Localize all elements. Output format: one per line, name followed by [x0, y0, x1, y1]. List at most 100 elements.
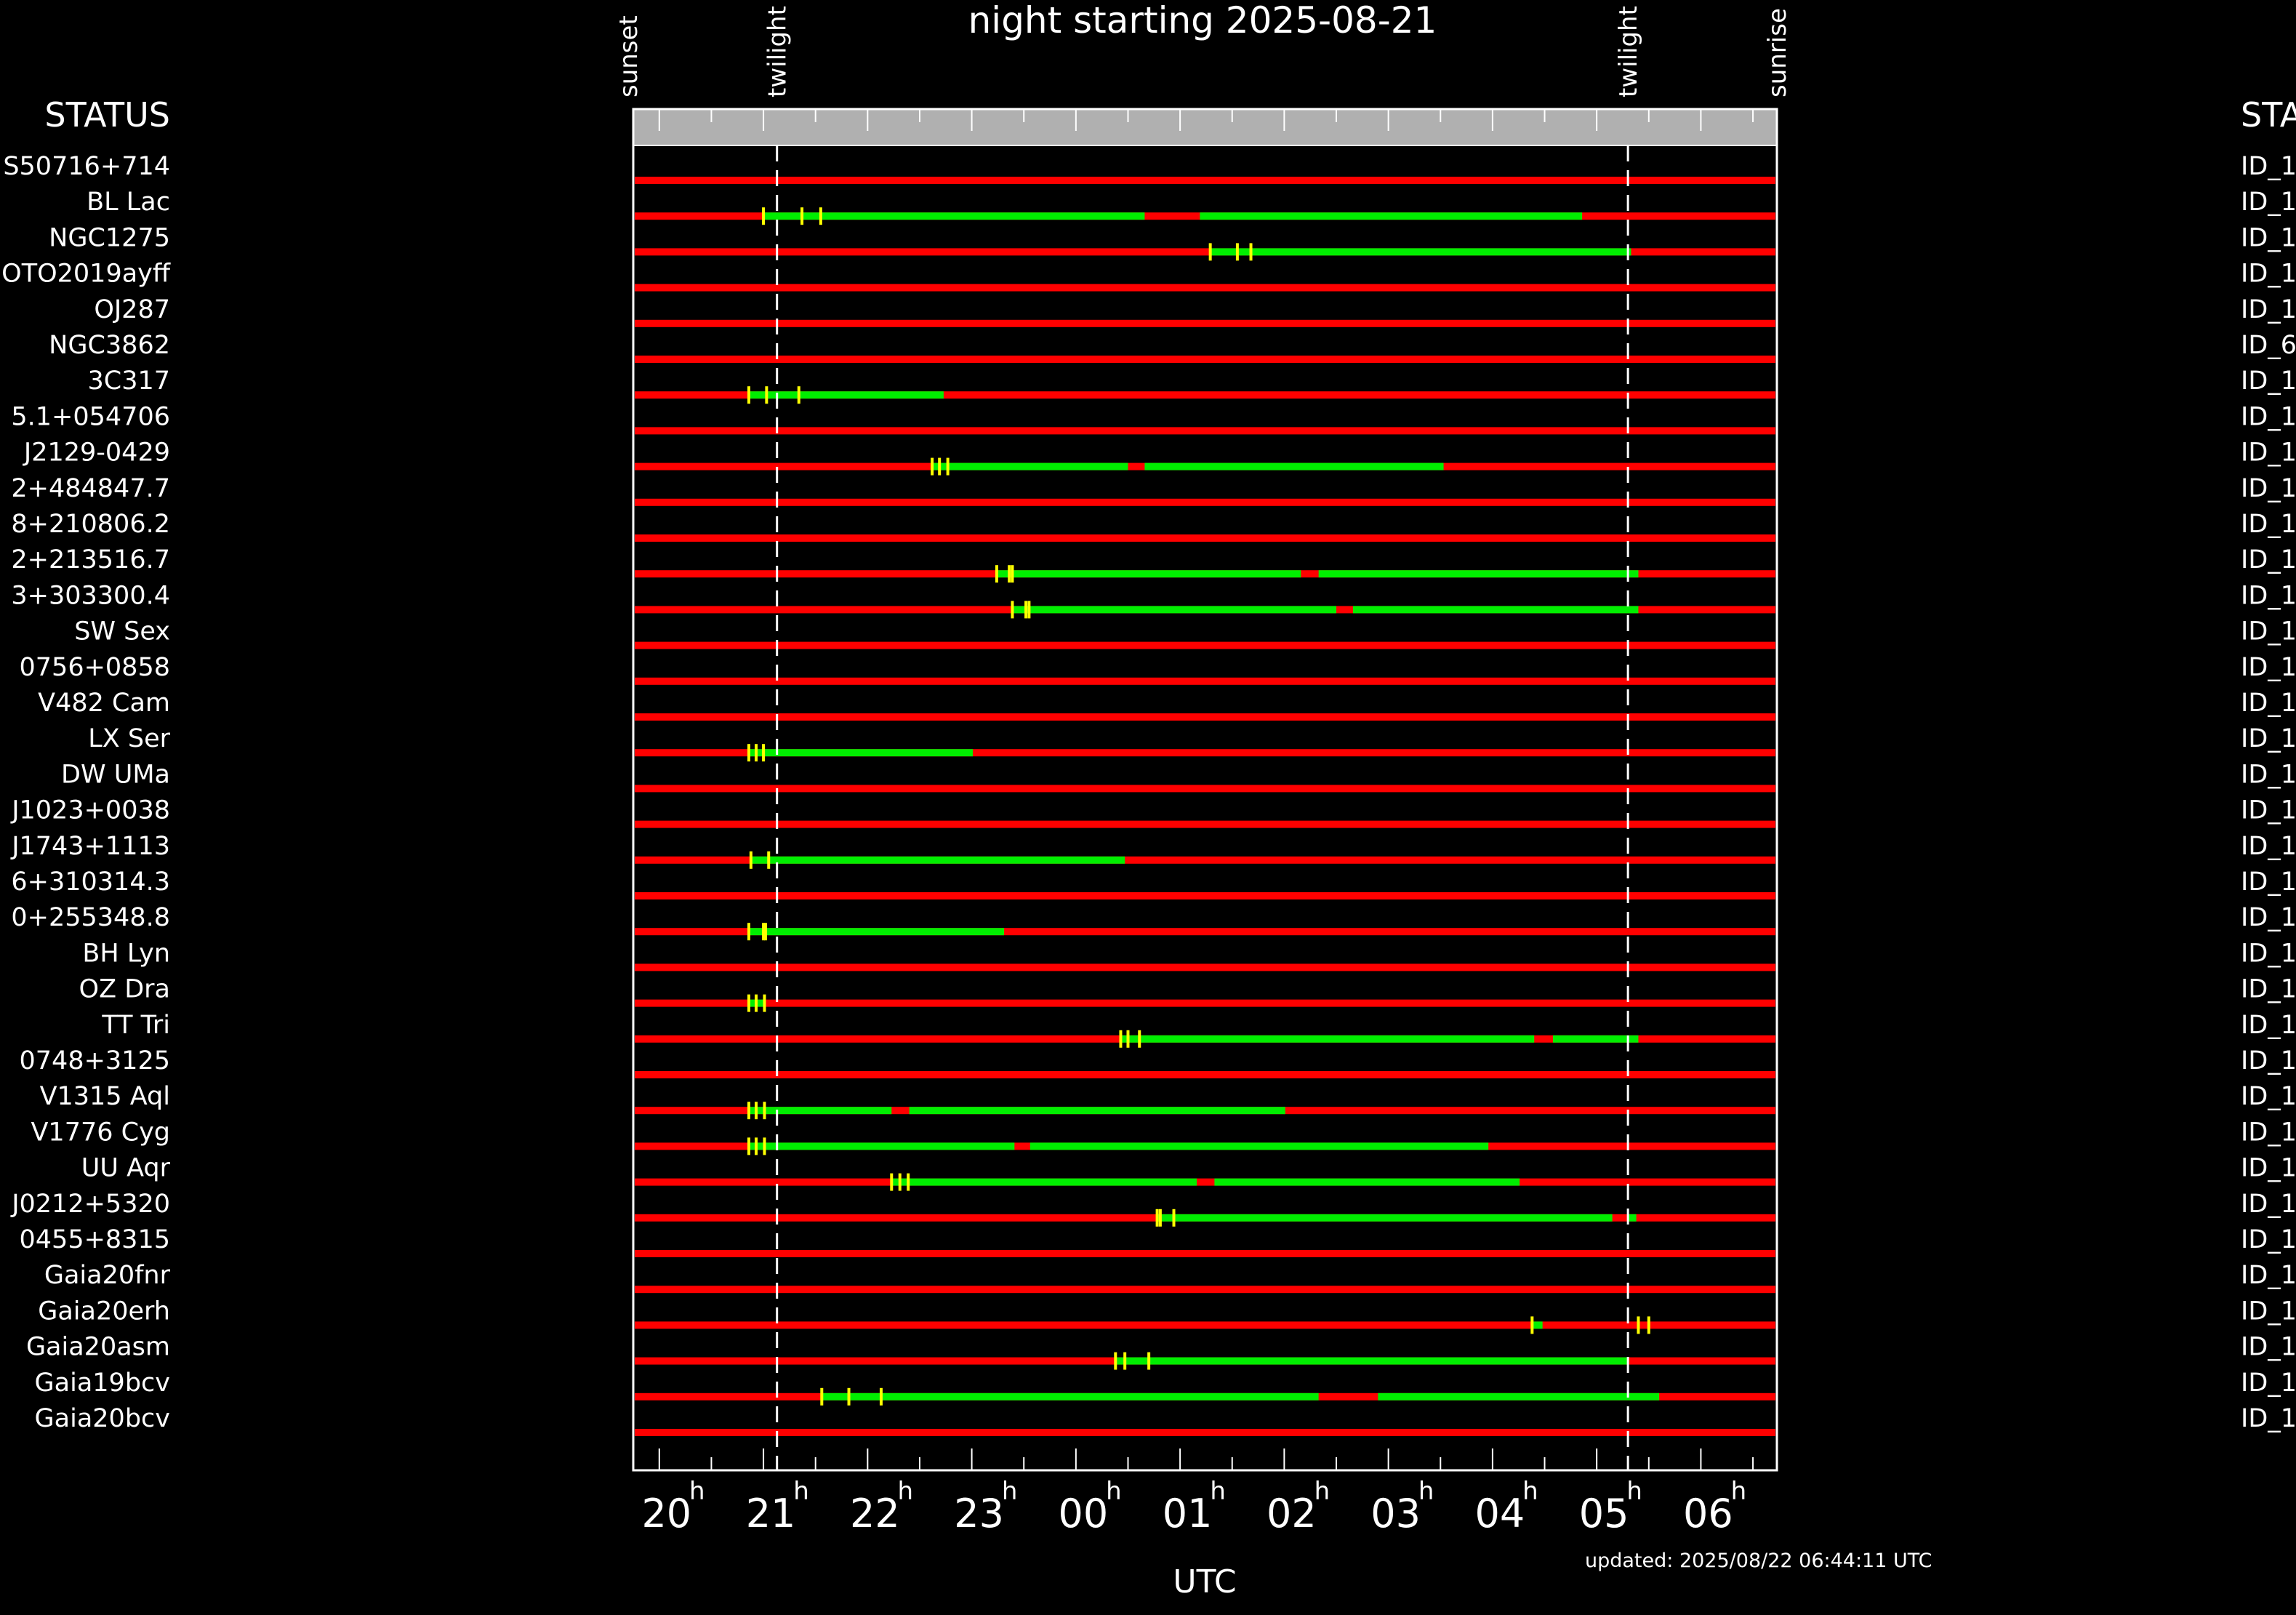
target-id: ID_1 — [2241, 796, 2296, 825]
target-name: V1315 Aql — [40, 1082, 170, 1111]
unobservable-bar — [635, 785, 1775, 793]
target-id: ID_1 — [2241, 939, 2296, 968]
exposure-marker — [1647, 1316, 1650, 1334]
tick-label: 04 — [1475, 1491, 1525, 1536]
event-label: sunrise — [1763, 8, 1792, 97]
target-id: ID_1 — [2241, 617, 2296, 646]
exposure-marker — [797, 386, 800, 404]
tick-label: 02 — [1267, 1491, 1317, 1536]
unobservable-bar — [635, 1071, 1775, 1078]
target-row: Gaia20asm ID_1 — [26, 1333, 2296, 1370]
header-band — [633, 109, 1777, 145]
target-name: OZ Dra — [79, 975, 170, 1004]
target-row: 0+255348.8 ID_1 — [11, 903, 2296, 941]
unobservable-bar — [635, 1178, 1775, 1186]
target-name: LX Ser — [88, 724, 170, 753]
target-id: ID_1 — [2241, 510, 2296, 539]
unobservable-bar — [635, 1286, 1775, 1294]
observable-segment — [1029, 1142, 1489, 1150]
exposure-marker — [1011, 565, 1014, 583]
unobservable-bar — [635, 999, 1775, 1007]
target-id: ID_1 — [2241, 724, 2296, 753]
exposure-marker — [1235, 243, 1239, 261]
target-id: ID_1 — [2241, 1261, 2296, 1290]
target-name: SW Sex — [74, 617, 170, 646]
tick-label: 00 — [1058, 1491, 1108, 1536]
unobservable-bar — [635, 856, 1775, 864]
exposure-marker — [755, 1137, 758, 1155]
target-row: V1776 Cyg ID_1 — [31, 1118, 2296, 1155]
target-row: 0748+3125 ID_1 — [20, 1046, 2296, 1078]
target-row: NGC1275 ID_1 — [49, 223, 2296, 261]
target-row: 0756+0858 ID_1 — [20, 653, 2296, 685]
unobservable-bar — [635, 1321, 1775, 1329]
tick-label: 20 — [641, 1491, 691, 1536]
exposure-marker — [747, 1102, 751, 1120]
target-row: J0212+5320 ID_1 — [10, 1190, 2296, 1227]
exposure-marker — [800, 207, 804, 225]
exposure-marker — [1249, 243, 1253, 261]
target-id: ID_1 — [2241, 1404, 2296, 1433]
event-label: twilight — [763, 6, 792, 97]
exposure-marker — [763, 1137, 766, 1155]
target-id: ID_1 — [2241, 474, 2296, 503]
event-label: twilight — [1614, 6, 1643, 97]
exposure-marker — [749, 851, 752, 869]
tick-label-suffix: h — [1731, 1477, 1747, 1506]
observable-segment — [909, 1107, 1285, 1115]
tick-label-suffix: h — [898, 1477, 914, 1506]
target-row: OZ Dra ID_1 — [79, 975, 2296, 1012]
target-id: ID_1 — [2241, 188, 2296, 217]
target-name: 0+255348.8 — [11, 903, 170, 932]
tick-label: 06 — [1683, 1491, 1733, 1536]
unobservable-bar — [635, 534, 1775, 542]
target-name: V482 Cam — [38, 689, 170, 718]
target-id: ID_6 — [2241, 331, 2296, 360]
target-row: J1743+1113 ID_1 — [10, 832, 2296, 869]
exposure-marker — [1114, 1352, 1117, 1370]
observable-segment — [1157, 1214, 1613, 1222]
tick-label-suffix: h — [1106, 1477, 1122, 1506]
exposure-marker — [820, 1387, 824, 1406]
target-name: 8+210806.2 — [11, 510, 170, 539]
exposure-marker — [747, 386, 751, 404]
exposure-marker — [755, 744, 758, 762]
exposure-marker — [1172, 1209, 1176, 1227]
target-id: ID_1 — [2241, 653, 2296, 682]
exposure-marker — [1024, 601, 1028, 619]
observable-segment — [1214, 1178, 1520, 1186]
observable-segment — [763, 212, 1145, 220]
x-axis-label: UTC — [1173, 1563, 1236, 1600]
observable-segment — [996, 570, 1301, 578]
unobservable-bar — [635, 356, 1775, 363]
exposure-marker — [747, 1137, 751, 1155]
observable-segment — [1378, 1392, 1660, 1400]
exposure-marker — [762, 923, 766, 941]
observable-segment — [1352, 606, 1639, 614]
unobservable-bar — [635, 248, 1775, 256]
unobservable-bar — [635, 391, 1775, 399]
target-id: ID_1 — [2241, 1154, 2296, 1183]
target-id: ID_1 — [2241, 832, 2296, 861]
exposure-marker — [879, 1387, 883, 1406]
target-name: 2+213516.7 — [11, 545, 170, 574]
tick-label-suffix: h — [1626, 1477, 1642, 1506]
plot-frame — [632, 108, 1778, 1472]
target-name: DW UMa — [61, 760, 170, 789]
target-id: ID_1 — [2241, 152, 2296, 181]
exposure-marker — [1147, 1352, 1151, 1370]
unobservable-bar — [635, 427, 1775, 435]
observable-segment — [891, 1178, 1197, 1186]
target-id: ID_1 — [2241, 1082, 2296, 1111]
tick-label-suffix: h — [1522, 1477, 1538, 1506]
target-row: 3+303300.4 ID_1 — [11, 581, 2296, 619]
tick-label: 01 — [1163, 1491, 1213, 1536]
tick-label: 23 — [954, 1491, 1004, 1536]
exposure-marker — [1637, 1316, 1640, 1334]
target-name: TT Tri — [101, 1011, 170, 1040]
exposure-marker — [763, 1102, 766, 1120]
tick-label-suffix: h — [1210, 1477, 1226, 1506]
target-row: OJ287 ID_1 — [94, 295, 2296, 327]
target-id: ID_1 — [2241, 867, 2296, 897]
